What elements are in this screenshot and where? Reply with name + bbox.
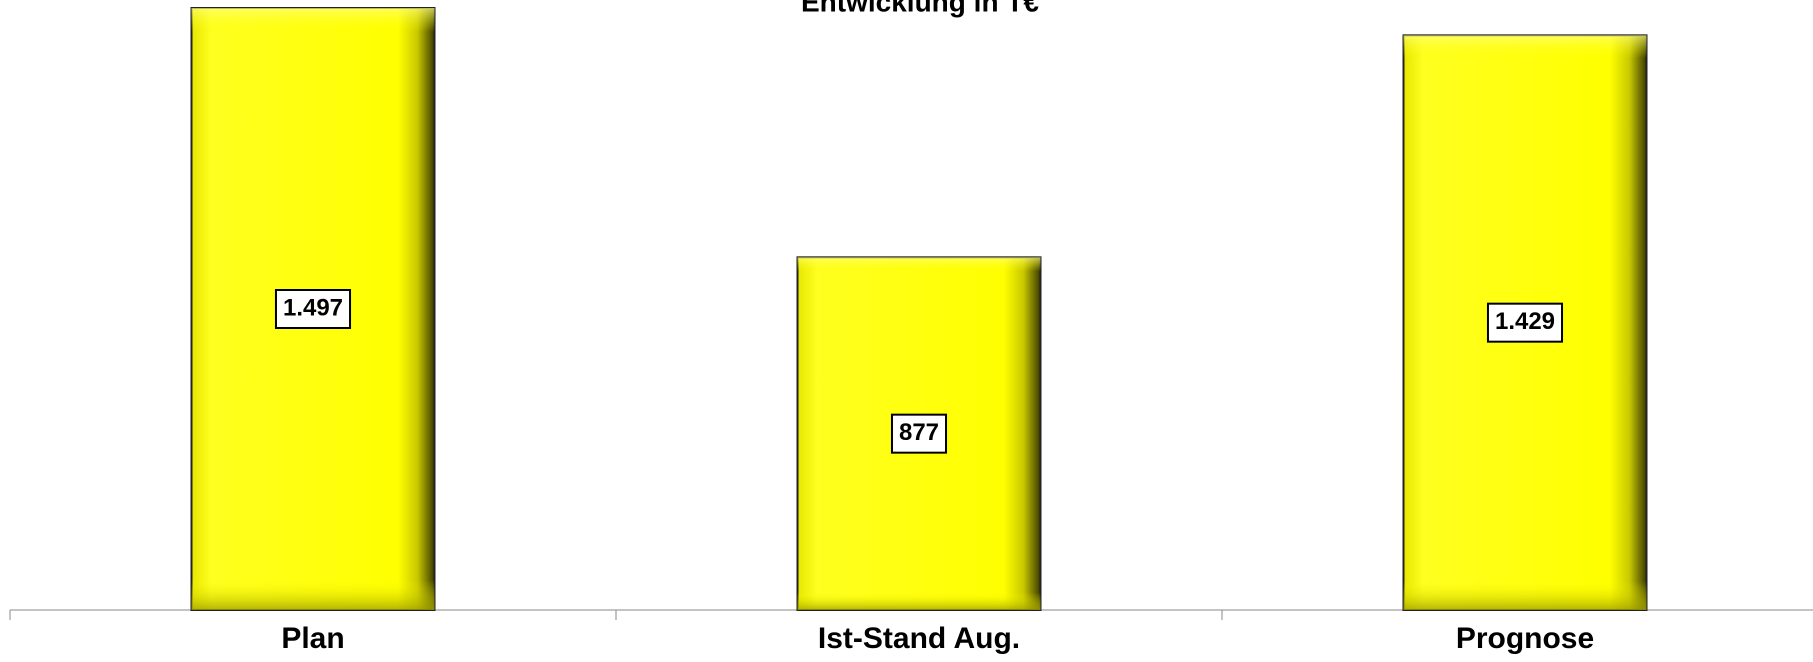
x-tick-label: Ist-Stand Aug. (818, 622, 1020, 655)
x-tick-label: Plan (281, 622, 344, 655)
data-label: 1.429 (1495, 308, 1555, 335)
data-label: 1.497 (283, 294, 343, 321)
data-label-box (1486, 302, 1564, 343)
chart-title: Entwicklung in T€ (801, 0, 1039, 17)
data-label-box (274, 289, 352, 329)
data-label: 877 (899, 419, 939, 446)
x-tick-label: Prognose (1456, 622, 1594, 655)
data-label-box (890, 413, 948, 454)
